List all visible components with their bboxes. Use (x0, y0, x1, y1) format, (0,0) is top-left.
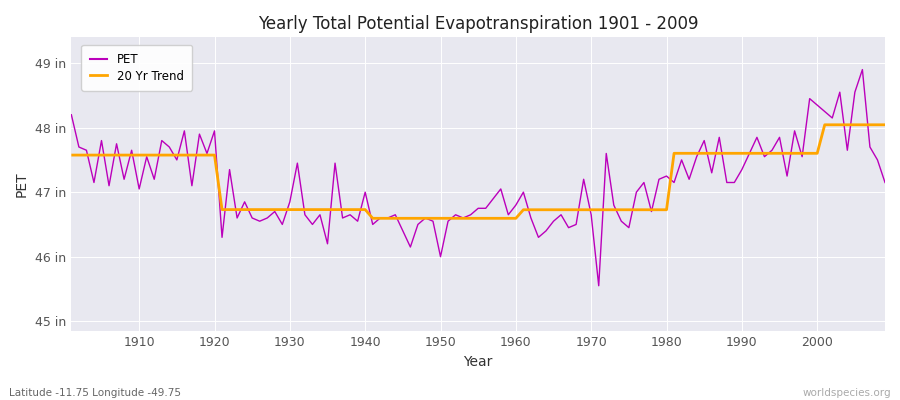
Legend: PET, 20 Yr Trend: PET, 20 Yr Trend (81, 45, 192, 91)
Y-axis label: PET: PET (15, 171, 29, 197)
Text: Latitude -11.75 Longitude -49.75: Latitude -11.75 Longitude -49.75 (9, 388, 181, 398)
Title: Yearly Total Potential Evapotranspiration 1901 - 2009: Yearly Total Potential Evapotranspiratio… (258, 15, 698, 33)
X-axis label: Year: Year (464, 355, 493, 369)
Text: worldspecies.org: worldspecies.org (803, 388, 891, 398)
